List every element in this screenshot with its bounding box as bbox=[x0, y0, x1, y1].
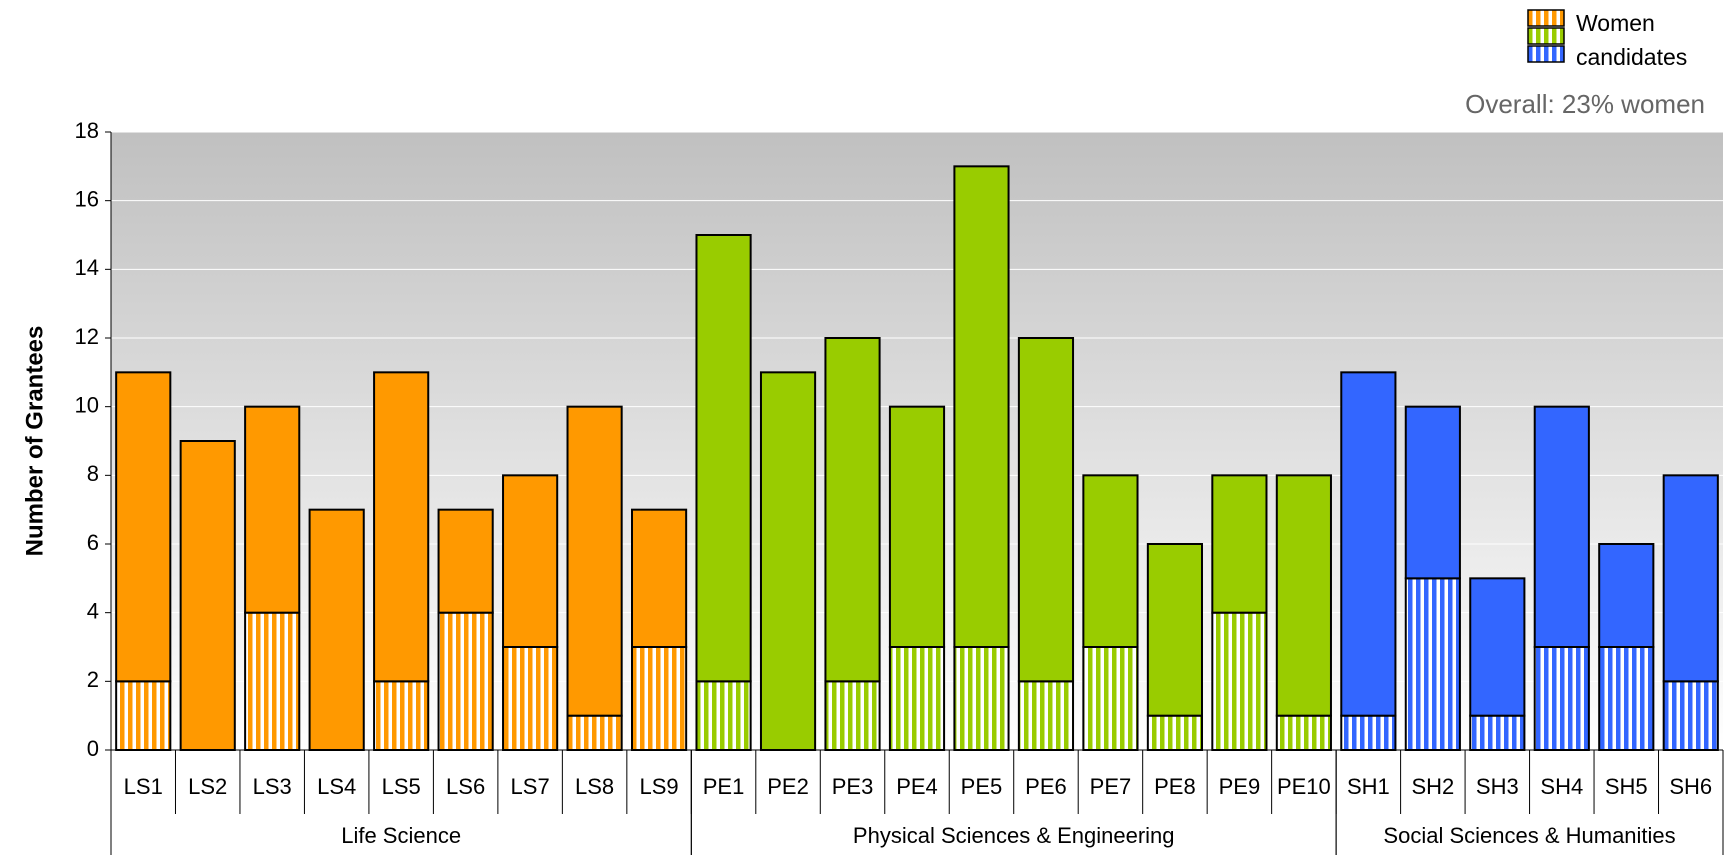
bar-segment bbox=[888, 646, 946, 751]
bar-segment bbox=[1469, 714, 1526, 752]
y-tick-label: 12 bbox=[75, 324, 99, 349]
bar-segment bbox=[1082, 474, 1139, 649]
bar-segment bbox=[1662, 474, 1719, 683]
bar-segment bbox=[1404, 577, 1461, 751]
y-tick-label: 18 bbox=[75, 118, 99, 143]
bar-segment bbox=[1082, 646, 1139, 751]
y-tick-label: 14 bbox=[75, 255, 99, 280]
bar-segment bbox=[1275, 714, 1332, 752]
bar-segment bbox=[244, 405, 301, 614]
legend-swatch bbox=[1527, 9, 1565, 27]
y-tick-label: 10 bbox=[75, 392, 99, 417]
x-tick-label: LS2 bbox=[188, 774, 227, 799]
y-tick-label: 2 bbox=[87, 667, 99, 692]
bar-segment bbox=[115, 680, 172, 751]
x-tick-label: PE10 bbox=[1277, 774, 1331, 799]
x-tick-label: LS7 bbox=[511, 774, 550, 799]
x-tick-label: LS1 bbox=[124, 774, 163, 799]
bar-segment bbox=[695, 680, 752, 751]
legend-swatch bbox=[1527, 45, 1565, 63]
bar-segment bbox=[1533, 646, 1590, 751]
x-tick-label: PE9 bbox=[1219, 774, 1261, 799]
x-tick-label: PE5 bbox=[961, 774, 1003, 799]
bar-segment bbox=[1469, 577, 1526, 717]
bar-segment bbox=[1340, 371, 1397, 717]
bar-segment bbox=[695, 234, 752, 683]
bar-segment bbox=[1275, 474, 1332, 717]
legend-swatch bbox=[1527, 27, 1565, 45]
bar-segment bbox=[1662, 680, 1719, 751]
x-tick-label: PE3 bbox=[832, 774, 874, 799]
legend-label: Women candidates bbox=[1576, 10, 1688, 70]
y-tick-label: 6 bbox=[87, 530, 99, 555]
y-tick-label: 16 bbox=[75, 186, 99, 211]
bar-segment bbox=[1598, 646, 1655, 751]
bar-segment bbox=[1146, 714, 1204, 752]
x-tick-label: SH5 bbox=[1605, 774, 1648, 799]
x-tick-label: PE8 bbox=[1154, 774, 1196, 799]
bar-segment bbox=[888, 405, 946, 648]
bar-segment bbox=[502, 646, 559, 751]
y-tick-label: 4 bbox=[87, 598, 99, 623]
group-label: Life Science bbox=[341, 823, 461, 848]
bar-segment bbox=[244, 611, 301, 752]
x-tick-label: PE6 bbox=[1025, 774, 1067, 799]
bar-segment bbox=[566, 714, 623, 752]
bar-segment bbox=[953, 646, 1010, 751]
bar-segment bbox=[1340, 714, 1397, 752]
bar-segment bbox=[437, 611, 494, 752]
bar-segment bbox=[115, 371, 172, 683]
bar-segment bbox=[630, 508, 688, 648]
bar-segment bbox=[1211, 474, 1268, 614]
x-tick-label: SH6 bbox=[1669, 774, 1712, 799]
x-tick-label: PE7 bbox=[1090, 774, 1132, 799]
y-tick-label: 0 bbox=[87, 736, 99, 761]
bar-segment bbox=[1017, 680, 1075, 751]
x-tick-label: SH2 bbox=[1411, 774, 1454, 799]
x-tick-label: LS5 bbox=[382, 774, 421, 799]
x-tick-label: LS9 bbox=[640, 774, 679, 799]
x-tick-label: LS4 bbox=[317, 774, 356, 799]
y-tick-label: 8 bbox=[87, 461, 99, 486]
bar-segment bbox=[824, 337, 881, 683]
x-tick-label: SH1 bbox=[1347, 774, 1390, 799]
x-tick-label: LS3 bbox=[253, 774, 292, 799]
bar-segment bbox=[502, 474, 559, 649]
bar-segment bbox=[1598, 543, 1655, 648]
bar-segment bbox=[824, 680, 881, 751]
x-tick-label: PE4 bbox=[896, 774, 938, 799]
group-label: Social Sciences & Humanities bbox=[1383, 823, 1675, 848]
bar-segment bbox=[373, 680, 430, 751]
annotation: Overall: 23% women bbox=[1465, 89, 1705, 119]
bar-segment bbox=[953, 165, 1010, 648]
bar-segment bbox=[1211, 611, 1268, 752]
bar-segment bbox=[437, 508, 494, 614]
x-tick-label: SH3 bbox=[1476, 774, 1519, 799]
y-axis-label: Number of Grantees bbox=[21, 326, 48, 557]
group-label: Physical Sciences & Engineering bbox=[853, 823, 1175, 848]
bar-segment bbox=[1017, 337, 1075, 683]
bar-segment bbox=[1533, 405, 1590, 648]
x-tick-label: LS8 bbox=[575, 774, 614, 799]
x-tick-label: LS6 bbox=[446, 774, 485, 799]
bar-segment bbox=[630, 646, 688, 751]
bar-segment bbox=[179, 440, 236, 751]
bar-segment bbox=[308, 508, 365, 751]
bar-segment bbox=[759, 371, 817, 751]
bar-segment bbox=[1146, 543, 1204, 717]
x-tick-label: SH4 bbox=[1540, 774, 1583, 799]
bar-segment bbox=[373, 371, 430, 683]
x-tick-label: PE2 bbox=[767, 774, 809, 799]
bar-segment bbox=[1404, 405, 1461, 580]
bar-segment bbox=[566, 405, 623, 717]
x-tick-label: PE1 bbox=[703, 774, 745, 799]
